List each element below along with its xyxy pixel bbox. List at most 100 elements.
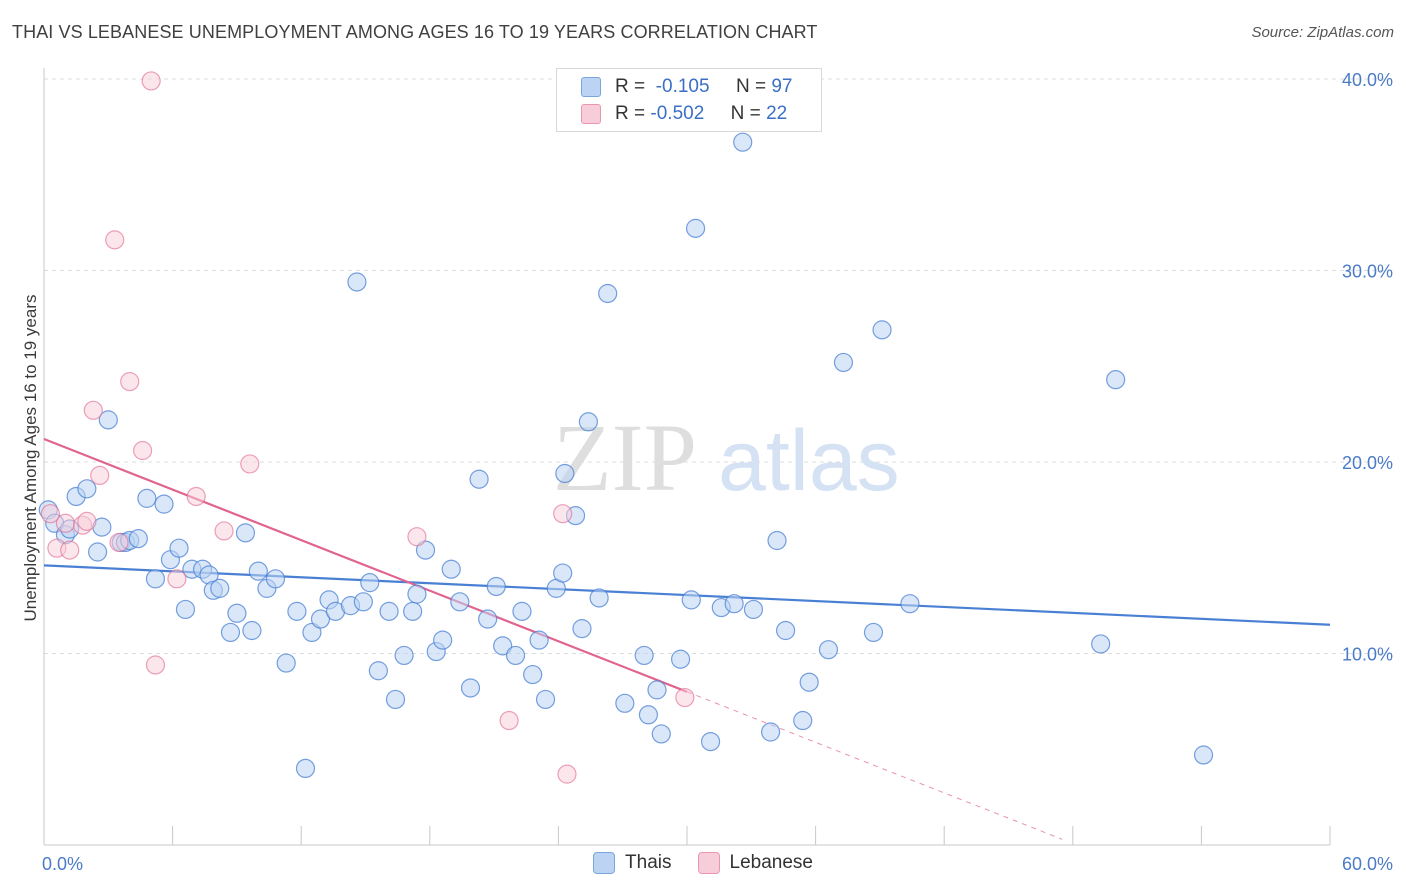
lebanese-point <box>55 513 76 533</box>
thais-point <box>295 758 316 779</box>
lebanese-point <box>675 687 695 708</box>
thais-point <box>145 569 166 589</box>
thais-point <box>900 594 920 614</box>
thais-point <box>760 722 781 742</box>
legend-row-thais: R = -0.105 N = 97 <box>581 75 792 99</box>
thais-point <box>767 530 787 551</box>
lebanese-point <box>90 465 110 486</box>
watermark: ZIP atlas <box>553 404 900 511</box>
thais-point <box>441 559 461 579</box>
thais-point <box>220 622 241 643</box>
thais-point <box>700 731 721 752</box>
lebanese-point <box>83 400 103 420</box>
thais-point <box>670 649 691 669</box>
thais-point <box>743 599 764 620</box>
thais-n-label: N = <box>735 76 767 97</box>
legend-item-thais[interactable]: Thais <box>593 852 672 874</box>
lebanese-trend-extension <box>686 691 1063 840</box>
y-tick-label: 10.0% <box>1342 645 1393 665</box>
thais-point <box>872 320 892 340</box>
thais-point <box>310 609 331 629</box>
thais-point <box>77 479 97 499</box>
lebanese-point <box>240 454 260 474</box>
thais-point <box>265 569 286 589</box>
lebanese-point <box>77 511 97 531</box>
thais-point <box>433 630 453 650</box>
watermark-zip: ZIP <box>553 404 697 511</box>
thais-point <box>615 693 635 713</box>
thais-point <box>1106 370 1126 390</box>
thais-point <box>638 705 659 725</box>
thais-r-value: -0.105 <box>655 76 710 97</box>
thais-point <box>863 622 884 643</box>
legend-item-lebanese[interactable]: Lebanese <box>697 852 813 874</box>
thais-point <box>227 603 247 623</box>
thais-point <box>555 463 575 484</box>
x-tick-label: 60.0% <box>1342 854 1393 874</box>
thais-point <box>685 218 706 238</box>
thais-point <box>478 609 498 629</box>
thais-point <box>1193 745 1214 765</box>
thais-point <box>469 469 489 489</box>
thais-point <box>775 620 796 641</box>
thais-swatch <box>581 77 601 97</box>
lebanese-point <box>120 371 140 392</box>
x-tick-label: 0.0% <box>42 854 83 874</box>
lebanese-legend-label: Lebanese <box>729 852 813 873</box>
thais-point <box>833 352 854 373</box>
thais-point <box>379 601 399 621</box>
thais-point <box>535 689 556 710</box>
lebanese-point <box>186 486 206 507</box>
thais-point <box>169 538 189 558</box>
lebanese-point <box>40 504 61 524</box>
grid-lines <box>44 78 1392 654</box>
thais-point <box>724 594 744 614</box>
lebanese-point <box>109 532 129 553</box>
series-legend: Thais Lebanese <box>0 852 1406 874</box>
lebanese-point <box>132 440 153 461</box>
lebanese-point <box>553 504 573 524</box>
thais-point <box>589 588 609 608</box>
thais-point <box>242 620 262 641</box>
thais-point <box>394 645 414 666</box>
thais-legend-label: Thais <box>625 852 672 873</box>
chart-title: THAI VS LEBANESE UNEMPLOYMENT AMONG AGES… <box>12 22 818 42</box>
lebanese-points <box>40 71 695 784</box>
y-tick-label: 30.0% <box>1342 262 1393 282</box>
thais-point <box>553 563 573 583</box>
thais-point <box>248 561 268 581</box>
lebanese-point <box>141 71 161 91</box>
lebanese-point <box>499 710 519 731</box>
thais-point <box>302 622 322 643</box>
thais-point <box>154 494 174 514</box>
thais-legend-swatch <box>593 852 616 874</box>
thais-point <box>529 630 549 650</box>
lebanese-n-value: 22 <box>766 103 788 124</box>
lebanese-point <box>60 540 80 560</box>
tick-labels: 10.0% 20.0% 30.0% 40.0% 0.0% 60.0% <box>42 70 1393 874</box>
lebanese-trend-line <box>43 437 688 693</box>
lebanese-point <box>214 521 234 541</box>
watermark-atlas: atlas <box>718 413 900 509</box>
thais-point <box>486 576 506 597</box>
thais-point <box>450 592 470 612</box>
thais-point <box>347 272 367 292</box>
thais-point <box>415 540 436 560</box>
thais-point <box>353 592 373 612</box>
source-label: Source: ZipAtlas.com <box>1251 24 1394 41</box>
thais-point <box>512 601 532 621</box>
thais-points <box>38 132 1214 779</box>
lebanese-point <box>557 764 577 784</box>
thais-point <box>276 653 296 673</box>
thais-point <box>598 283 618 304</box>
y-tick-label: 20.0% <box>1342 453 1393 473</box>
stats-legend: R = -0.105 N = 97 R = -0.502 N = 22 <box>556 68 822 132</box>
thais-point <box>681 590 701 610</box>
lebanese-n-label: N = <box>730 103 761 124</box>
thais-point <box>137 488 157 508</box>
thais-point <box>505 645 526 666</box>
thais-point <box>572 619 592 639</box>
thais-point <box>385 689 406 710</box>
lebanese-point <box>105 230 125 250</box>
